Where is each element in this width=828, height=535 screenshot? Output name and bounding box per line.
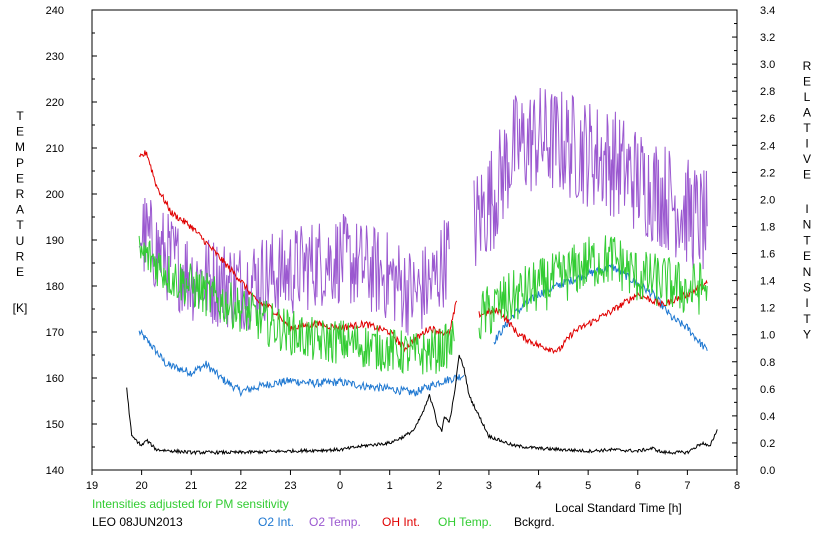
legend-item: O2 Temp. <box>309 515 361 529</box>
x-tick-label: 22 <box>235 480 247 492</box>
right-label-letter: V <box>803 152 811 166</box>
left-tick-label: 180 <box>46 281 64 293</box>
right-tick-label: 3.2 <box>760 32 775 44</box>
left-label-letter: R <box>16 187 25 201</box>
right-label-letter: R <box>803 59 812 73</box>
right-label-letter: N <box>803 265 812 279</box>
series-o2-int-line <box>138 329 465 398</box>
right-tick-label: 3.4 <box>760 5 775 17</box>
right-label-letter: Y <box>803 328 811 342</box>
left-axis-unit: [K] <box>13 301 28 315</box>
right-axis: 0.0 0.2 0.4 0.6 0.8 1.0 1.2 1.4 1.6 1.8 2.0 2.2 2.4 2… <box>732 5 775 477</box>
x-tick-label: 21 <box>185 480 197 492</box>
left-tick-label: 140 <box>46 465 64 477</box>
left-label-letter: T <box>16 218 24 232</box>
right-tick-label: 1.0 <box>760 330 775 342</box>
left-tick-label: 150 <box>46 419 64 431</box>
station-date: LEO 08JUN2013 <box>92 515 183 529</box>
right-tick-label: 0.2 <box>760 438 775 450</box>
right-tick-label: 3.0 <box>760 59 775 71</box>
x-tick-label: 6 <box>635 480 641 492</box>
series-o2-temp-line <box>138 197 450 336</box>
left-label-letter: E <box>16 171 24 185</box>
right-label-letter: E <box>803 75 811 89</box>
x-axis: 19 20 21 22 23 0 1 2 3 4 5 6 7 8 <box>86 470 740 492</box>
sensitivity-note: Intensities adjusted for PM sensitivity <box>92 497 289 511</box>
right-tick-label: 2.6 <box>760 113 775 125</box>
right-label-letter: N <box>803 218 812 232</box>
x-tick-label: 20 <box>135 480 147 492</box>
legend-item: Bckgrd. <box>514 515 555 529</box>
right-tick-label: 1.6 <box>760 249 775 261</box>
left-label-letter: E <box>16 265 24 279</box>
right-label-letter: T <box>803 121 811 135</box>
x-tick-label: 3 <box>486 480 492 492</box>
series-group <box>126 87 718 456</box>
series-oh-temp-line <box>138 235 455 375</box>
left-label-letter: A <box>16 203 24 217</box>
left-tick-label: 230 <box>46 51 64 63</box>
left-label-letter: U <box>16 234 25 248</box>
right-tick-label: 1.2 <box>760 303 775 315</box>
x-tick-label: 8 <box>734 480 740 492</box>
x-tick-label: 0 <box>337 480 343 492</box>
series-oh-int-line <box>478 279 708 355</box>
left-label-letter: T <box>16 109 24 123</box>
x-tick-label: 4 <box>535 480 541 492</box>
x-tick-label: 23 <box>284 480 296 492</box>
right-label-letter: T <box>803 312 811 326</box>
left-label-letter: R <box>16 249 25 263</box>
right-tick-label: 2.0 <box>760 194 775 206</box>
right-tick-label: 2.4 <box>760 140 775 152</box>
left-label-letter: P <box>16 156 24 170</box>
right-tick-label: 0.0 <box>760 465 775 477</box>
left-tick-label: 160 <box>46 373 64 385</box>
x-tick-label: 5 <box>585 480 591 492</box>
left-axis: 140 150 160 170 180 190 200 210 220 230 240 <box>46 5 97 477</box>
right-label-letter: E <box>803 168 811 182</box>
left-label-letter: E <box>16 125 24 139</box>
x-tick-label: 1 <box>387 480 393 492</box>
x-tick-label: 7 <box>684 480 690 492</box>
left-tick-label: 240 <box>46 5 64 17</box>
right-tick-label: 2.2 <box>760 167 775 179</box>
right-tick-label: 0.8 <box>760 357 775 369</box>
series-bckgrd-line <box>126 354 718 456</box>
right-label-letter: S <box>803 281 811 295</box>
left-tick-label: 200 <box>46 189 64 201</box>
right-tick-label: 0.6 <box>760 384 775 396</box>
legend-item: OH Temp. <box>438 515 492 529</box>
left-tick-label: 210 <box>46 143 64 155</box>
right-label-letter: L <box>804 90 811 104</box>
right-tick-label: 1.4 <box>760 276 775 288</box>
series-oh-temp-line <box>478 235 708 340</box>
left-label-letter: M <box>15 140 25 154</box>
series-o2-temp-line <box>473 87 708 270</box>
left-tick-label: 220 <box>46 97 64 109</box>
legend: O2 Int. O2 Temp. OH Int. OH Temp. Bckgrd. <box>258 515 555 529</box>
right-label-letter: I <box>805 202 808 216</box>
x-tick-label: 2 <box>436 480 442 492</box>
left-tick-label: 190 <box>46 235 64 247</box>
right-tick-label: 2.8 <box>760 86 775 98</box>
right-tick-label: 1.8 <box>760 221 775 233</box>
right-label-letter: E <box>803 249 811 263</box>
right-tick-label: 0.4 <box>760 411 775 423</box>
x-axis-label: Local Standard Time [h] <box>555 501 682 515</box>
plot-area <box>91 9 738 471</box>
right-label-letter: T <box>803 233 811 247</box>
legend-item: O2 Int. <box>258 515 294 529</box>
x-tick-label: 19 <box>86 480 98 492</box>
legend-item: OH Int. <box>382 515 420 529</box>
right-label-letter: I <box>805 137 808 151</box>
right-label-letter: I <box>805 296 808 310</box>
right-label-letter: A <box>803 106 811 120</box>
left-tick-label: 170 <box>46 327 64 339</box>
